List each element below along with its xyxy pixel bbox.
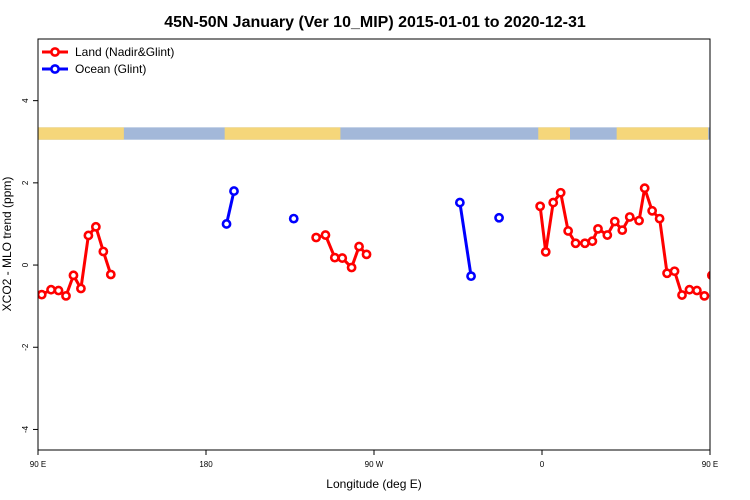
series-1-point: [454, 197, 465, 208]
y-axis-label: XCO2 - MLO trend (ppm): [0, 177, 14, 312]
series-0-point: [53, 285, 64, 296]
land-band-0: [38, 127, 124, 140]
series-0-point: [329, 252, 340, 263]
series-0-point: [76, 283, 86, 294]
land-band-2: [538, 127, 570, 140]
series-0-point: [692, 285, 702, 296]
series-0-point: [609, 216, 620, 227]
series-0-point: [624, 212, 635, 222]
y-tick-label: -4: [21, 425, 30, 433]
series-0-point: [68, 270, 79, 281]
series-0-point: [662, 268, 672, 279]
series-0-point: [647, 205, 658, 216]
series-0-point: [540, 246, 551, 257]
series-0-line-2: [538, 186, 706, 298]
series-0-point: [337, 253, 348, 263]
series-2-point: [731, 223, 738, 230]
series-0-point: [563, 226, 574, 236]
x-tick-label: 90 E: [702, 460, 718, 469]
x-axis-label: Longitude (deg E): [326, 477, 421, 491]
series-0-point: [654, 213, 665, 224]
series-0-point: [354, 241, 364, 252]
series-2-point: [716, 285, 723, 292]
series-0-point: [90, 221, 101, 232]
legend-label-land: Land (Nadir&Glint): [75, 45, 174, 59]
y-tick-label: 4: [21, 98, 30, 103]
legend-entry-land: Land (Nadir&Glint): [42, 45, 174, 59]
series-0-point: [593, 223, 603, 234]
series-1-point: [221, 219, 232, 229]
series-1-point: [494, 212, 504, 223]
x-tick-label: 90 W: [365, 460, 384, 469]
series-2-point: [723, 232, 730, 239]
series-2-point: [738, 248, 745, 255]
ocean-band: [38, 127, 710, 140]
series-1-point: [466, 271, 476, 282]
series-1-line-2: [458, 202, 473, 277]
series-0-point: [587, 236, 598, 247]
legend-entry-ocean: Ocean (Glint): [42, 62, 146, 76]
series-2-point: [746, 271, 750, 278]
y-tick-label: 2: [21, 180, 30, 185]
series-1-line-0: [225, 190, 236, 225]
series-0-point: [346, 262, 357, 273]
series-0-point: [699, 290, 710, 301]
series-0-point: [361, 249, 372, 260]
series-0-point: [677, 290, 687, 300]
legend-swatch-ocean-marker: [50, 64, 60, 74]
land-band-3: [616, 127, 709, 140]
series-0-point: [38, 289, 47, 300]
series-0-point: [535, 201, 546, 212]
series-0-point: [548, 197, 559, 208]
series-0-point: [83, 230, 94, 241]
legend-label-ocean: Ocean (Glint): [75, 62, 146, 76]
series-0-point: [555, 187, 566, 198]
legend-swatch-land-marker: [50, 47, 60, 57]
legend: Land (Nadir&Glint) Ocean (Glint): [42, 45, 174, 76]
series-0-point: [61, 290, 71, 301]
plot-frame: [37, 38, 711, 451]
series-1-point: [229, 186, 239, 196]
series-0-point: [580, 238, 590, 249]
land-ocean-strip: [38, 127, 710, 140]
series-0-point: [98, 246, 109, 257]
x-tick-label: 0: [540, 460, 545, 469]
y-tick-label: -2: [21, 343, 30, 351]
series-2-point: [706, 270, 710, 280]
y-axis-ticks: -4 -2 0 2 4: [21, 98, 38, 433]
series-1-point: [288, 213, 299, 224]
y-tick-label: 0: [21, 262, 30, 267]
x-tick-label: 90 E: [30, 460, 46, 469]
series-0-point: [639, 183, 650, 194]
series-0-point: [684, 284, 695, 295]
series-0-point: [570, 238, 581, 249]
series-0-point: [634, 215, 644, 226]
series-0-point: [105, 269, 116, 280]
land-band-1: [224, 127, 341, 140]
plot-series: [38, 183, 750, 301]
series-0-point: [602, 230, 613, 240]
series-0-point: [669, 266, 680, 277]
series-0-point: [311, 232, 322, 243]
x-axis-ticks: 90 E 180 90 W 0 90 E: [30, 450, 718, 469]
chart-title: 45N-50N January (Ver 10_MIP) 2015-01-01 …: [164, 14, 586, 31]
series-0-point: [617, 225, 628, 236]
x-tick-label: 180: [199, 460, 213, 469]
series-2-line-0: [712, 227, 749, 289]
series-0-point: [46, 284, 56, 295]
series-0-point: [320, 230, 331, 240]
